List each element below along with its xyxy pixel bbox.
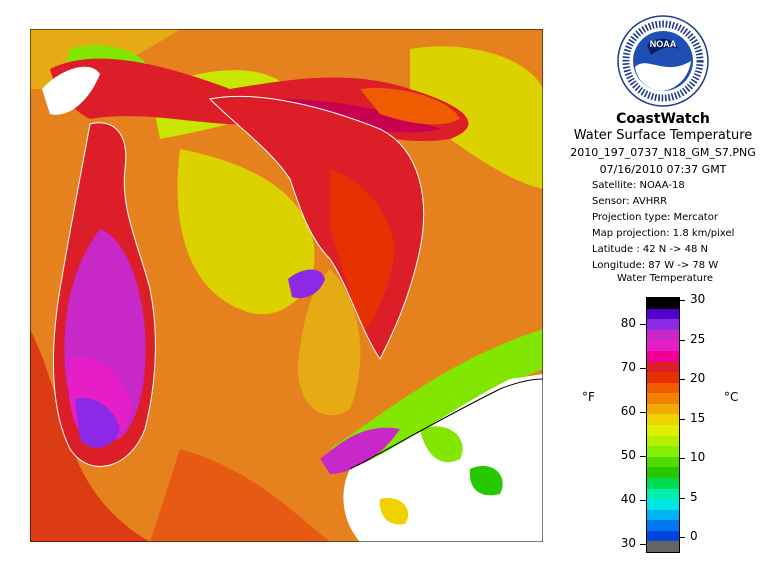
scale-swatch: [647, 319, 679, 331]
scale-swatch: [647, 541, 679, 553]
scale-swatch: [647, 340, 679, 352]
scale-swatch: [647, 414, 679, 426]
scale-swatch: [647, 393, 679, 405]
product-title: CoastWatch: [616, 111, 710, 127]
celsius-tick-mark: [679, 418, 685, 420]
celsius-tick-mark: [679, 537, 685, 538]
fahrenheit-tick-mark: [640, 544, 646, 545]
scale-swatch: [647, 361, 679, 373]
celsius-tick-label: 20: [690, 371, 706, 385]
lake-michigan-purple: [75, 398, 120, 448]
cloud-gap-yellow: [379, 498, 409, 525]
celsius-tick-mark: [679, 497, 685, 499]
map-projection-label: Map projection: 1.8 km/pixel: [592, 228, 735, 239]
scale-swatch: [647, 403, 679, 415]
product-filename: 2010_197_0737_N18_GM_S7.PNG: [570, 146, 756, 159]
celsius-tick-label: 10: [690, 450, 706, 464]
scale-swatch: [647, 329, 679, 341]
sensor-label: Sensor: AVHRR: [592, 196, 668, 207]
color-scale: [646, 297, 680, 553]
cloud-nw: [42, 66, 100, 115]
scale-swatch: [647, 530, 679, 542]
land-yellow-center: [177, 149, 315, 315]
latitude-label: Latitude : 42 N -> 48 N: [592, 244, 708, 255]
celsius-tick-mark: [679, 300, 685, 301]
fahrenheit-tick-mark: [640, 412, 646, 413]
fahrenheit-tick-label: 80: [620, 316, 636, 330]
fahrenheit-tick-label: 70: [620, 360, 636, 374]
legend-title: Water Temperature: [616, 273, 714, 284]
projection-type-label: Projection type: Mercator: [592, 212, 718, 223]
land-yellow-ne: [410, 46, 543, 189]
lake-huron-orange: [330, 169, 395, 329]
scale-swatch: [647, 509, 679, 521]
sst-map: [30, 29, 543, 542]
fahrenheit-tick-mark: [640, 500, 646, 501]
fahrenheit-tick-mark: [640, 324, 646, 325]
scale-swatch: [647, 372, 679, 384]
saginaw-bay: [288, 269, 325, 299]
cloud-gap-green: [420, 426, 463, 463]
fahrenheit-tick-mark: [640, 368, 646, 369]
celsius-tick-label: 30: [690, 292, 706, 306]
scale-swatch: [647, 298, 679, 310]
celsius-tick-mark: [679, 379, 685, 380]
celsius-tick-label: 15: [690, 410, 706, 425]
fahrenheit-tick-label: 30: [620, 536, 636, 550]
fahrenheit-tick-mark: [640, 456, 646, 457]
scale-swatch: [647, 350, 679, 362]
scale-swatch: [647, 435, 679, 447]
scale-swatch: [647, 456, 679, 468]
svg-text:NOAA: NOAA: [650, 39, 677, 49]
unit-fahrenheit: °F: [582, 390, 595, 404]
satellite-label: Satellite: NOAA-18: [592, 180, 685, 191]
celsius-tick-mark: [679, 458, 685, 459]
celsius-tick-label: 25: [690, 331, 706, 346]
celsius-tick-mark: [679, 339, 685, 341]
celsius-tick-label: 5: [690, 489, 698, 504]
noaa-logo: NOAA: [617, 15, 709, 107]
land-thumb: [298, 269, 361, 416]
scale-swatch: [647, 382, 679, 394]
unit-celsius: °C: [724, 390, 739, 404]
scale-swatch: [647, 425, 679, 437]
land-red-sw: [30, 329, 150, 542]
fahrenheit-tick-label: 60: [620, 404, 636, 418]
cloud-gap-green-2: [469, 465, 503, 496]
land-south: [150, 449, 330, 542]
scale-swatch: [647, 446, 679, 458]
scale-swatch: [647, 477, 679, 489]
scale-swatch: [647, 467, 679, 479]
scale-swatch: [647, 499, 679, 511]
scale-swatch: [647, 488, 679, 500]
product-subtitle: Water Surface Temperature: [573, 128, 753, 143]
lake-erie-shoreline: [349, 378, 543, 470]
fahrenheit-tick-label: 40: [620, 492, 636, 506]
longitude-label: Longitude: 87 W -> 78 W: [592, 260, 719, 271]
celsius-tick-label: 0: [690, 529, 698, 543]
scale-swatch: [647, 308, 679, 320]
georgian-bay: [360, 88, 460, 125]
fahrenheit-tick-label: 50: [620, 448, 636, 462]
scale-swatch: [647, 520, 679, 532]
lake-st-clair: [320, 427, 400, 474]
product-datetime: 07/16/2010 07:37 GMT: [599, 163, 727, 176]
